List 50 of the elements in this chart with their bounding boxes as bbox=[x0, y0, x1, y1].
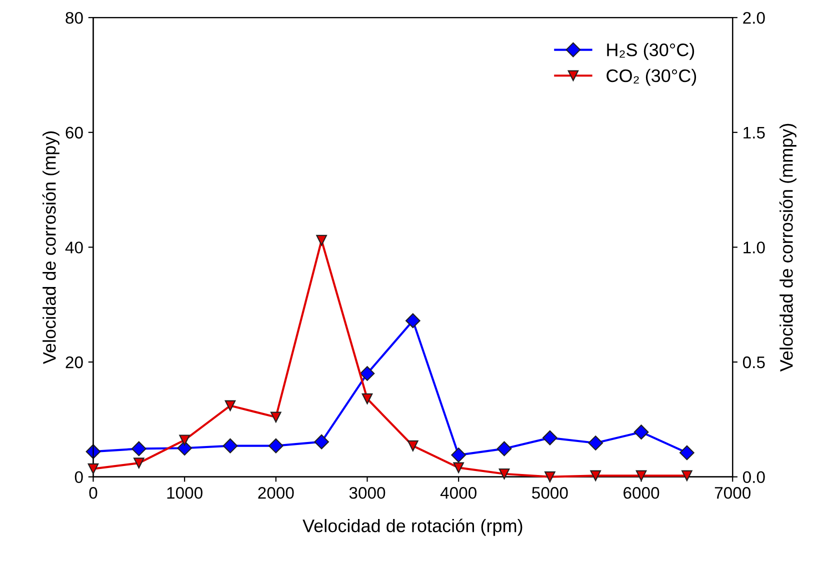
y-tick-label: 40 bbox=[65, 242, 83, 254]
point bbox=[224, 400, 236, 412]
x-tick-label: 1000 bbox=[167, 487, 202, 499]
point bbox=[314, 434, 330, 450]
legend-label: H₂S (30°C) bbox=[607, 43, 694, 60]
point bbox=[498, 468, 510, 480]
x-tick-label: 0 bbox=[89, 487, 98, 499]
point bbox=[362, 393, 373, 404]
y2-tick-label: 0.5 bbox=[742, 356, 765, 368]
point bbox=[636, 470, 647, 482]
y-tick-label: 80 bbox=[66, 12, 83, 24]
legend-label: CO₂ (30°C) bbox=[606, 68, 696, 86]
point bbox=[405, 313, 420, 328]
x-tick-label: 2000 bbox=[258, 487, 294, 499]
point bbox=[496, 441, 512, 456]
point bbox=[588, 436, 604, 450]
point bbox=[270, 412, 282, 423]
point bbox=[542, 430, 558, 446]
x-tick-label: 7000 bbox=[714, 487, 750, 499]
y2-axis-title: Velocidad de corrosión (mmpy) bbox=[779, 124, 796, 372]
point bbox=[590, 470, 602, 482]
point bbox=[179, 434, 190, 446]
y-axis-title: Velocidad de corrosión (mpy) bbox=[42, 131, 60, 364]
point bbox=[407, 440, 418, 452]
y2-tick-label: 1.5 bbox=[744, 126, 765, 139]
point bbox=[177, 440, 192, 456]
point bbox=[131, 441, 146, 456]
point bbox=[316, 234, 327, 246]
point bbox=[360, 366, 375, 381]
x-tick-label: 3000 bbox=[349, 487, 386, 499]
point bbox=[634, 424, 649, 440]
point bbox=[544, 471, 556, 482]
y2-tick-label: 2.0 bbox=[743, 12, 765, 24]
y2-tick-label: 1.0 bbox=[744, 242, 765, 254]
point bbox=[133, 458, 144, 468]
point bbox=[453, 462, 464, 474]
y-tick-label: 0 bbox=[74, 471, 83, 484]
point bbox=[451, 448, 466, 462]
x-tick-label: 6000 bbox=[624, 487, 660, 499]
x-tick-label: 4000 bbox=[440, 487, 476, 499]
y-tick-label: 20 bbox=[66, 356, 83, 368]
point bbox=[88, 463, 99, 474]
y2-tick-label: 0.0 bbox=[742, 471, 765, 484]
point bbox=[222, 438, 238, 454]
x-axis-title: Velocidad de rotación (rpm) bbox=[302, 518, 522, 536]
point bbox=[680, 445, 694, 460]
point bbox=[268, 438, 284, 454]
point bbox=[682, 470, 692, 482]
x-tick-label: 5000 bbox=[532, 487, 568, 499]
y-tick-label: 60 bbox=[66, 126, 83, 139]
